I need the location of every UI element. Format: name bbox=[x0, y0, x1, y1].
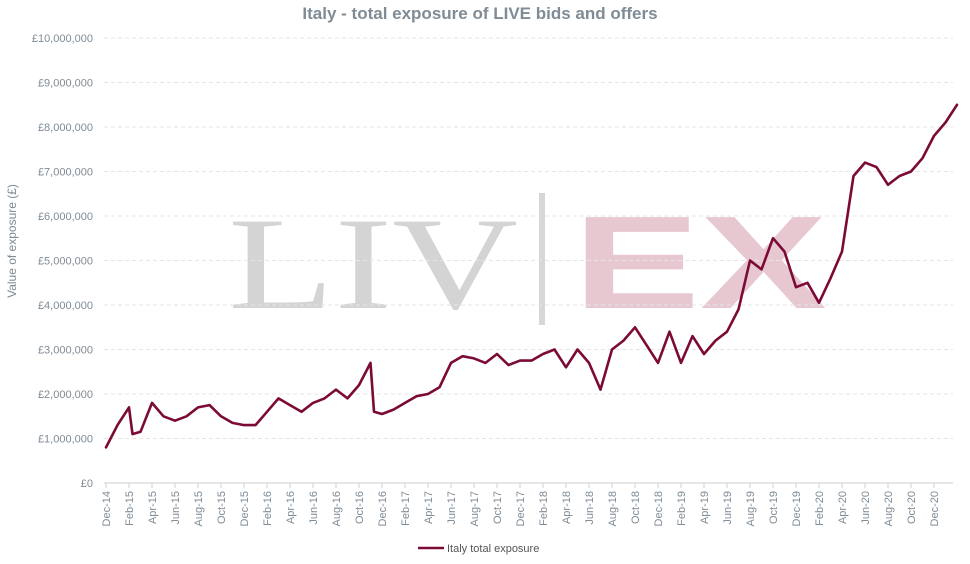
x-tick-label: Oct-20 bbox=[906, 491, 918, 524]
x-tick-label: Apr-15 bbox=[147, 491, 159, 524]
y-tick-label: £5,000,000 bbox=[38, 256, 93, 268]
x-axis-ticks: Dec-14 Feb-15 Apr-15 Jun-15 Aug-15 Oct-15 Dec-… bbox=[101, 483, 941, 526]
x-tick-label: Feb-20 bbox=[814, 491, 826, 526]
x-tick-label: Dec-15 bbox=[239, 491, 251, 526]
x-tick-label: Aug-17 bbox=[469, 491, 481, 526]
series-line-italy-total-exposure bbox=[104, 103, 959, 449]
x-tick-label: Oct-15 bbox=[216, 491, 228, 524]
x-tick-label: Jun-19 bbox=[722, 491, 734, 525]
livex-watermark-logo: LIV EX bbox=[228, 189, 827, 337]
y-tick-label: £3,000,000 bbox=[38, 345, 93, 357]
x-tick-label: Feb-17 bbox=[400, 491, 412, 526]
x-tick-label: Dec-17 bbox=[515, 491, 527, 526]
y-tick-label: £4,000,000 bbox=[38, 300, 93, 312]
x-tick-label: Apr-18 bbox=[561, 491, 573, 524]
y-axis-ticks: £0 £1,000,000 £2,000,000 £3,000,000 £4,000,0… bbox=[32, 33, 93, 490]
y-tick-label: £7,000,000 bbox=[38, 167, 93, 179]
x-tick-label: Feb-15 bbox=[124, 491, 136, 526]
y-tick-label: £6,000,000 bbox=[38, 211, 93, 223]
x-tick-label: Aug-16 bbox=[331, 491, 343, 526]
y-tick-label: £1,000,000 bbox=[38, 434, 93, 446]
y-tick-label: £9,000,000 bbox=[38, 78, 93, 90]
x-tick-label: Jun-16 bbox=[308, 491, 320, 525]
y-tick-label: £2,000,000 bbox=[38, 389, 93, 401]
x-tick-label: Aug-18 bbox=[607, 491, 619, 526]
x-tick-label: Aug-20 bbox=[883, 491, 895, 526]
chart-title: Italy - total exposure of LIVE bids and … bbox=[302, 4, 657, 23]
x-tick-label: Jun-17 bbox=[446, 491, 458, 525]
x-tick-label: Aug-15 bbox=[193, 491, 205, 526]
x-tick-label: Apr-17 bbox=[423, 491, 435, 524]
x-tick-label: Feb-16 bbox=[262, 491, 274, 526]
watermark-liv: LIV bbox=[228, 190, 518, 337]
y-tick-label: £10,000,000 bbox=[32, 33, 93, 45]
y-tick-label: £0 bbox=[81, 478, 93, 490]
watermark-ex: EX bbox=[573, 189, 827, 336]
x-tick-label: Dec-16 bbox=[377, 491, 389, 526]
x-tick-label: Feb-19 bbox=[676, 491, 688, 526]
x-tick-label: Apr-19 bbox=[699, 491, 711, 524]
legend-label: Italy total exposure bbox=[447, 543, 539, 555]
x-tick-label: Apr-20 bbox=[837, 491, 849, 524]
x-tick-label: Jun-18 bbox=[584, 491, 596, 525]
x-tick-label: Dec-14 bbox=[101, 491, 113, 526]
x-tick-label: Oct-16 bbox=[354, 491, 366, 524]
x-tick-label: Oct-18 bbox=[630, 491, 642, 524]
x-tick-label: Dec-20 bbox=[929, 491, 941, 526]
x-tick-label: Jun-15 bbox=[170, 491, 182, 525]
x-tick-label: Feb-18 bbox=[538, 491, 550, 526]
watermark-divider bbox=[539, 193, 545, 325]
y-axis-title: Value of exposure (£) bbox=[5, 184, 19, 298]
y-tick-label: £8,000,000 bbox=[38, 122, 93, 134]
grid-lines bbox=[104, 37, 953, 439]
x-tick-label: Apr-16 bbox=[285, 491, 297, 524]
x-tick-label: Oct-19 bbox=[768, 491, 780, 524]
x-tick-label: Dec-18 bbox=[653, 491, 665, 526]
legend[interactable]: Italy total exposure bbox=[418, 543, 539, 555]
x-tick-label: Dec-19 bbox=[791, 491, 803, 526]
x-tick-label: Oct-17 bbox=[492, 491, 504, 524]
x-tick-label: Aug-19 bbox=[745, 491, 757, 526]
x-tick-label: Jun-20 bbox=[860, 491, 872, 525]
